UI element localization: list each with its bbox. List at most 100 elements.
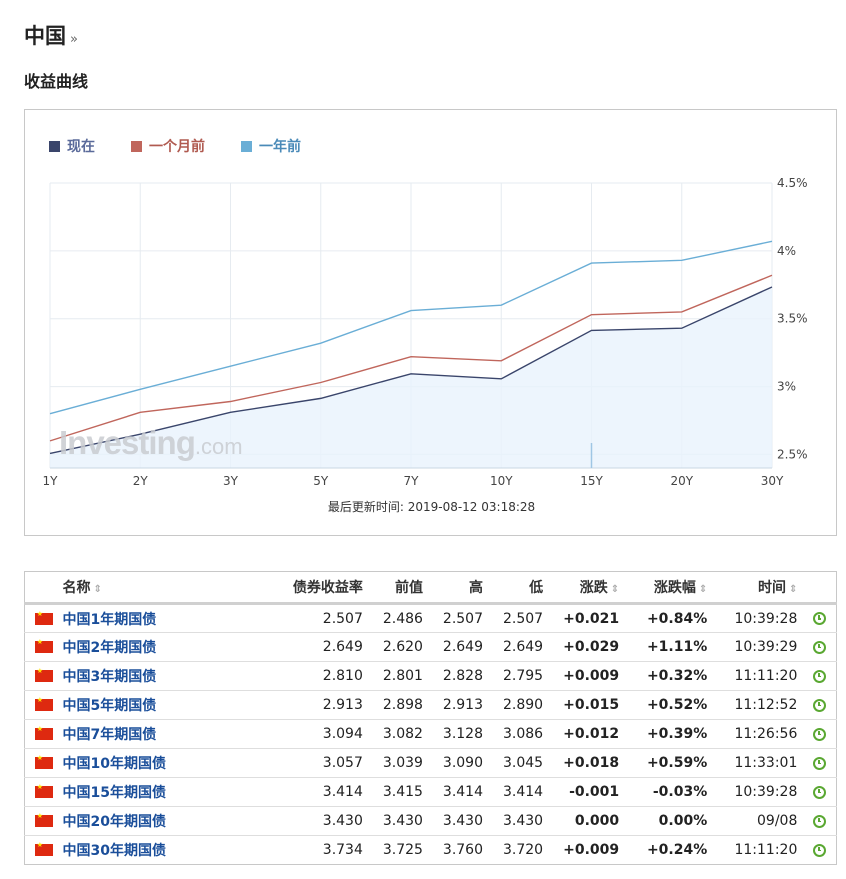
chg-pct-cell: 0.00% [625, 806, 714, 836]
investing-watermark-logo: Investing.com [59, 424, 243, 462]
china-flag-icon [34, 610, 53, 625]
china-flag-icon [34, 754, 53, 769]
high-cell: 2.913 [428, 690, 490, 720]
china-flag-icon [34, 725, 53, 740]
bond-name-link[interactable]: 中国2年期国债 [62, 640, 157, 656]
x-tick-label: 30Y [761, 474, 784, 488]
flag-cell [24, 632, 63, 662]
page-title-text[interactable]: 中国 [24, 24, 66, 48]
clock-cell [803, 632, 837, 662]
chart-plot: 2.5% 3% 3.5% 4% 4.5% 1Y 2Y 3Y 5Y 7Y 10Y 15Y 20Y 30Y [43, 176, 808, 488]
header-high: 高 [428, 571, 490, 605]
chg-pct-cell: +0.39% [625, 719, 714, 749]
bond-name-cell: 中国5年期国债 [62, 690, 273, 720]
low-cell: 2.890 [489, 690, 550, 720]
header-chg-label[interactable]: 涨跌 [579, 580, 608, 596]
header-chg-pct[interactable]: 涨跌幅 ⇕ [625, 571, 714, 605]
time-cell: 11:12:52 [713, 690, 804, 720]
sort-icon[interactable]: ⇕ [610, 584, 620, 595]
prev-cell: 3.039 [368, 748, 429, 778]
china-flag-icon [34, 841, 53, 856]
table-row: 中国30年期国债 3.734 3.725 3.760 3.720 +0.009 +0.24%… [25, 836, 837, 865]
bond-name-link[interactable]: 中国5年期国债 [62, 698, 157, 714]
clock-icon [813, 698, 827, 712]
y-tick-label: 3% [777, 380, 796, 394]
section-title: 收益曲线 [24, 72, 89, 91]
sort-icon[interactable]: ⇕ [698, 584, 708, 595]
clock-icon [813, 612, 827, 625]
header-chg-pct-label[interactable]: 涨跌幅 [653, 580, 696, 596]
bond-name-link[interactable]: 中国15年期国债 [62, 785, 167, 801]
flag-cell [24, 719, 63, 749]
table-row: 中国15年期国债3.4143.4153.4143.414-0.001-0.03%… [24, 777, 837, 807]
yield-cell: 3.734 [322, 842, 363, 858]
title-arrow-icon[interactable]: » [70, 32, 78, 47]
time-cell: 11:33:01 [713, 748, 804, 778]
prev-cell: 2.620 [368, 632, 429, 662]
bond-name-link[interactable]: 中国1年期国债 [62, 611, 157, 628]
page-title[interactable]: 中国 » [24, 20, 78, 50]
prev-cell: 2.898 [368, 690, 429, 720]
x-tick-label: 7Y [404, 474, 420, 488]
bond-name-link[interactable]: 中国7年期国债 [62, 727, 157, 743]
flag-cell [24, 777, 63, 807]
y-tick-label: 4% [777, 244, 796, 258]
chg-pct-cell: -0.03% [625, 777, 714, 807]
chg-pct-cell: +0.84% [625, 603, 714, 633]
chg-cell: +0.009 [563, 842, 620, 858]
china-flag-icon [34, 812, 53, 827]
chg-cell: +0.029 [549, 632, 626, 662]
header-name[interactable]: 名称 ⇕ [62, 571, 273, 605]
flag-cell [24, 748, 63, 778]
flag-cell [24, 806, 63, 836]
prev-cell: 3.725 [382, 842, 423, 858]
header-name-label[interactable]: 名称 [62, 580, 91, 596]
header-yield: 债券收益率 [272, 571, 369, 605]
bond-name-link[interactable]: 中国20年期国债 [62, 814, 167, 830]
header-time-label[interactable]: 时间 [757, 580, 786, 596]
clock-cell [803, 836, 836, 865]
sort-icon[interactable]: ⇕ [788, 584, 798, 595]
bond-name-cell: 中国7年期国债 [62, 719, 273, 749]
table-row: 中国5年期国债2.9132.8982.9132.890+0.015+0.52%1… [24, 690, 837, 720]
bond-name-cell: 中国2年期国债 [62, 632, 273, 662]
bond-name-link[interactable]: 中国10年期国债 [62, 756, 167, 772]
bond-name-cell: 中国10年期国债 [62, 748, 273, 778]
clock-cell [803, 661, 837, 691]
last-update-time: 最后更新时间: 2019-08-12 03:18:28 [327, 500, 536, 514]
high-cell: 3.090 [428, 748, 490, 778]
yield-cell: 3.057 [272, 748, 369, 778]
chg-cell: +0.021 [549, 603, 626, 633]
bond-table: 名称⇕ 债券收益率 前值 高 低 涨跌⇕ 涨跌幅⇕ 时间⇕ 中国1年期国债2.5… [24, 571, 837, 865]
clock-cell [803, 690, 837, 720]
time-cell: 11:11:20 [713, 661, 804, 691]
flag-cell [24, 690, 63, 720]
clock-icon [813, 727, 827, 741]
x-tick-label: 10Y [490, 474, 513, 488]
chg-pct-cell: +0.32% [625, 661, 714, 691]
flag-cell [24, 661, 63, 691]
china-flag-icon [34, 667, 53, 682]
table-row: 中国1年期国债2.5072.4862.5072.507+0.021+0.84%1… [24, 603, 837, 633]
low-cell: 3.430 [489, 806, 550, 836]
table-row: 中国20年期国债3.4303.4303.4303.4300.0000.00%09… [24, 806, 837, 836]
watermark-suffix: .com [194, 434, 243, 459]
bond-name-link[interactable]: 中国3年期国债 [62, 669, 157, 685]
legend-item-one-year[interactable]: 一年前 [241, 136, 301, 156]
time-cell: 10:39:28 [713, 777, 804, 807]
legend-item-now[interactable]: 现在 [49, 136, 95, 156]
header-prev: 前值 [368, 571, 429, 605]
header-chg[interactable]: 涨跌 ⇕ [549, 571, 626, 605]
low-cell: 2.649 [489, 632, 550, 662]
chg-cell: +0.015 [549, 690, 626, 720]
clock-icon [813, 669, 827, 683]
low-cell: 3.720 [502, 842, 544, 858]
sort-icon[interactable]: ⇕ [93, 584, 102, 595]
table-row: 中国7年期国债 3.0943.0823.1283.086+0.012+0.39%1… [24, 719, 837, 749]
yield-cell: 3.094 [272, 719, 369, 749]
legend-item-one-month[interactable]: 一个月前 [131, 136, 205, 156]
bond-name-link[interactable]: 中国30年期国债 [62, 843, 167, 859]
chart-legend: 现在 一个月前 一年前 [49, 136, 301, 156]
header-time[interactable]: 时间 ⇕ [713, 571, 804, 605]
high-cell: 2.507 [428, 603, 490, 633]
